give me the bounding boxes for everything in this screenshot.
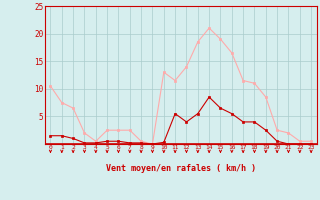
X-axis label: Vent moyen/en rafales ( km/h ): Vent moyen/en rafales ( km/h )	[106, 164, 256, 173]
